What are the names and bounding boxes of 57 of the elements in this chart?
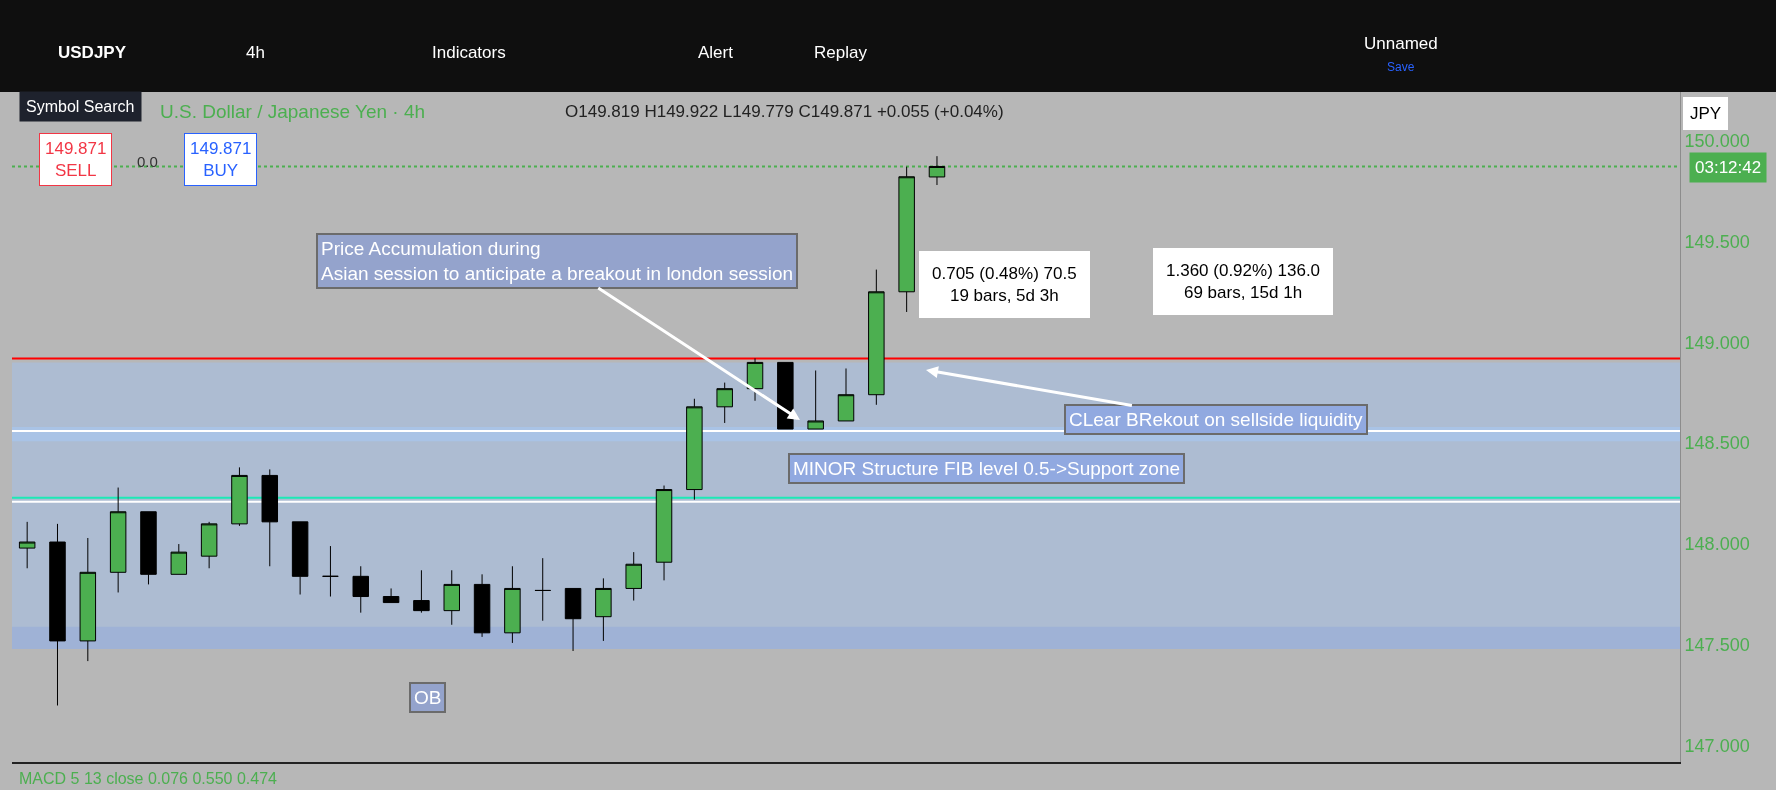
y-tick-label: 149.500 [1684, 231, 1750, 252]
candlestick [868, 269, 885, 406]
annotation: Price Accumulation during Asian session to anticipate a breakout in london session [321, 238, 794, 284]
annotation: CLear BRekout on sellside liquidity [1069, 409, 1364, 430]
y-tick-label: 148.000 [1684, 534, 1750, 555]
candlestick [200, 521, 218, 569]
annotation: OB [414, 687, 442, 708]
candlestick [716, 382, 733, 424]
candlestick [837, 367, 855, 422]
candlestick [534, 557, 551, 622]
candlestick [625, 551, 642, 602]
text: 03:12:42 [1695, 158, 1762, 177]
text: USDJPY [58, 43, 127, 62]
annotation: MINOR Structure FIB level 0.5->Support zone [793, 458, 1181, 479]
candlestick [655, 485, 673, 581]
candlestick [473, 573, 491, 638]
candlestick [109, 487, 127, 593]
candlestick [595, 577, 612, 642]
candlestick [170, 543, 188, 575]
candlestick [231, 466, 248, 527]
y-tick-label: 147.500 [1684, 635, 1750, 656]
candlestick [322, 545, 339, 598]
text: 4h [246, 43, 265, 62]
candlestick [382, 587, 400, 604]
text: Indicators [432, 43, 506, 62]
annotation: Symbol Search [26, 98, 135, 115]
candlestick [807, 369, 824, 430]
y-tick-label: 150.000 [1684, 130, 1750, 151]
text: Replay [814, 43, 868, 62]
text: Unnamed [1364, 34, 1438, 53]
y-tick-label: 149.000 [1684, 332, 1750, 353]
annotation: 0.0 [137, 153, 158, 170]
text: Save [1387, 60, 1415, 74]
candlestick [746, 357, 764, 402]
text: JPY [1690, 104, 1722, 123]
annotation: 149.871 BUY [190, 139, 252, 181]
text: O149.819 H149.922 L149.779 C149.871 +0.055 (+0.04%) [565, 102, 1004, 121]
candlestick [352, 565, 370, 614]
text: U.S. Dollar / Japanese Yen · 4h [160, 100, 426, 122]
text: MACD 5 13 close 0.076 0.550 0.474 [19, 770, 278, 787]
text: Alert [698, 43, 734, 62]
annotation: 149.871 SELL [45, 139, 107, 181]
annotation: 0.705 (0.48%) 70.5 19 bars, 5d 3h [932, 264, 1077, 306]
candlestick [504, 565, 521, 644]
candlestick [443, 569, 460, 626]
candlestick [413, 569, 430, 614]
y-tick-label: 147.000 [1684, 736, 1750, 757]
candlestick [291, 521, 309, 595]
candlestick [564, 587, 582, 652]
annotation: 1.360 (0.92%) 136.0 69 bars, 15d 1h [1166, 261, 1321, 303]
y-tick-label: 148.500 [1684, 433, 1750, 454]
candlestick [140, 511, 157, 585]
candlestick [261, 468, 279, 567]
candlestick [79, 537, 97, 662]
candlestick [686, 398, 703, 501]
candlestick [18, 521, 36, 569]
candlestick [49, 523, 66, 706]
